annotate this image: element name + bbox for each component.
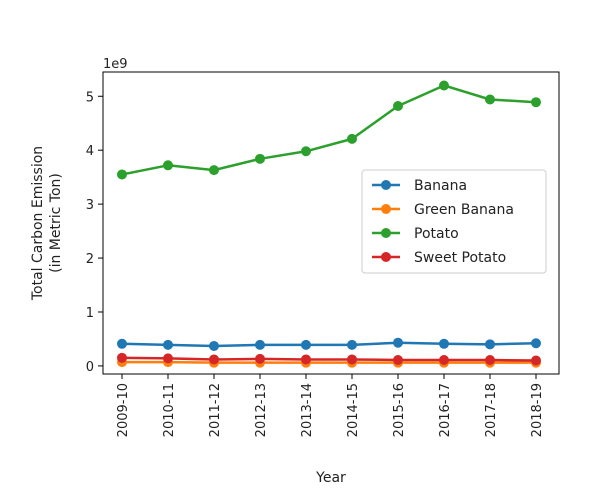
series-line-sweet-potato: [121, 356, 537, 362]
legend-label-green-banana: Green Banana: [414, 202, 514, 218]
legend-label-banana: Banana: [414, 178, 467, 194]
series-line-potato: [121, 84, 537, 176]
data-point-potato: [347, 133, 357, 144]
data-point-banana: [117, 338, 127, 349]
x-tick-label: 2014-15: [346, 383, 361, 437]
legend-label-sweet-potato: Sweet Potato: [414, 250, 506, 266]
y-axis-title-line1: Total Carbon Emission: [30, 146, 46, 301]
legend-marker-green-banana: [381, 204, 391, 214]
legend-label-potato: Potato: [414, 226, 459, 242]
data-point-sweet-potato: [209, 354, 219, 365]
data-point-potato: [393, 100, 403, 111]
x-tick-label: 2018-19: [530, 383, 545, 437]
data-point-banana: [393, 337, 403, 348]
data-point-banana: [209, 340, 219, 351]
y-axis-title-line2: (in Metric Ton): [48, 173, 64, 273]
x-tick-label: 2010-11: [162, 383, 177, 437]
legend-box: [361, 169, 547, 274]
data-point-potato: [531, 97, 541, 108]
legend-marker-sweet-potato: [381, 252, 391, 262]
data-point-potato: [485, 94, 495, 105]
series-line-banana: [121, 341, 537, 348]
data-point-sweet-potato: [531, 355, 541, 366]
data-point-banana: [163, 339, 173, 350]
data-point-sweet-potato: [485, 354, 495, 365]
x-tick-label: 2016-17: [438, 383, 453, 437]
data-point-banana: [301, 339, 311, 350]
legend-marker-potato: [381, 228, 391, 238]
data-point-banana: [439, 338, 449, 349]
y-tick-label: 4: [86, 144, 94, 159]
data-point-banana: [347, 339, 357, 350]
x-tick-label: 2011-12: [208, 383, 223, 437]
data-point-sweet-potato: [439, 354, 449, 365]
x-tick-label: 2013-14: [300, 383, 315, 437]
data-point-sweet-potato: [393, 354, 403, 365]
y-tick-label: 3: [86, 198, 94, 213]
x-axis-title: Year: [315, 470, 346, 486]
y-offset-text: 1e9: [103, 57, 128, 72]
y-tick-label: 2: [86, 252, 94, 267]
data-point-sweet-potato: [347, 354, 357, 365]
y-tick-label: 5: [86, 90, 94, 105]
data-point-banana: [255, 339, 265, 350]
x-tick-label: 2009-10: [116, 383, 131, 437]
data-point-sweet-potato: [163, 353, 173, 364]
data-point-sweet-potato: [301, 354, 311, 365]
data-point-potato: [301, 146, 311, 157]
y-tick-label: 0: [86, 360, 94, 375]
data-point-sweet-potato: [117, 352, 127, 363]
series-line-green-banana: [122, 360, 536, 364]
y-tick-label: 1: [86, 306, 94, 321]
data-point-potato: [439, 80, 449, 91]
data-point-sweet-potato: [255, 353, 265, 364]
x-tick-label: 2012-13: [254, 383, 269, 437]
data-point-potato: [117, 169, 127, 180]
x-tick-label: 2017-18: [484, 383, 499, 437]
legend-marker-banana: [381, 180, 391, 190]
x-tick-label: 2015-16: [392, 383, 407, 437]
data-point-banana: [485, 339, 495, 350]
data-point-banana: [531, 338, 541, 349]
data-point-potato: [163, 160, 173, 171]
plot-frame: [102, 71, 560, 375]
data-point-potato: [255, 153, 265, 164]
data-point-potato: [209, 165, 219, 176]
